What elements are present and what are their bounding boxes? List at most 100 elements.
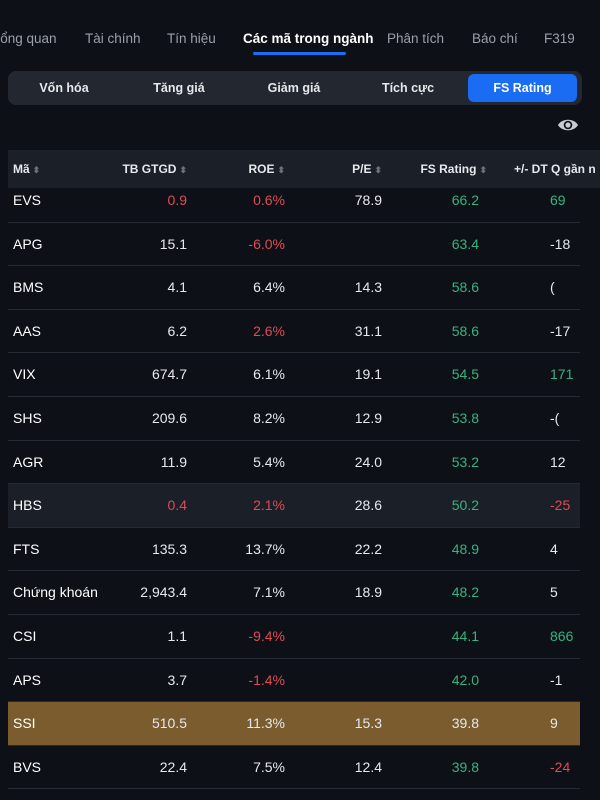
sort-icon: ⬍ [179, 165, 187, 175]
revenue-change-cell: 5 [550, 584, 558, 601]
column-header-avg-value[interactable]: TB GTGD ⬍ [122, 150, 187, 188]
roe-cell: 11.3% [246, 715, 285, 732]
revenue-change-cell: -24 [550, 758, 571, 775]
revenue-change-cell: 866 [550, 628, 574, 644]
table-row[interactable]: AGR 11.9 5.4% 24.0 53.2 12 [8, 441, 580, 485]
fs-rating-cell: 48.9 [451, 540, 479, 557]
table-row[interactable]: EVS 0.9 0.6% 78.9 66.2 69 [8, 188, 580, 223]
fs-rating-cell: 53.2 [451, 453, 479, 470]
top-tab-bar: Tổng quan Tài chính Tín hiệu Các mã tron… [0, 0, 600, 60]
symbol-cell: HBS [13, 497, 42, 514]
segment-price-decrease[interactable]: Giảm giá [267, 81, 321, 95]
column-header-fs-rating[interactable]: FS Rating ⬍ [420, 150, 487, 188]
fs-rating-cell: 39.8 [451, 715, 479, 732]
pe-cell: 12.4 [354, 758, 382, 775]
rank-filter-segment: Vốn hóa Tăng giá Giảm giá Tích cực FS Ra… [8, 71, 582, 105]
column-header-pe[interactable]: P/E ⬍ [352, 150, 382, 188]
table-row[interactable]: VIX 674.7 6.1% 19.1 54.5 171 [8, 353, 580, 397]
symbol-cell: VIX [13, 366, 36, 383]
revenue-change-cell: 4 [550, 540, 558, 557]
table-row[interactable]: BMS 4.1 6.4% 14.3 58.6 ( [8, 266, 580, 310]
fs-rating-cell: 63.4 [451, 235, 479, 252]
tab-analysis[interactable]: Phân tích [387, 31, 445, 46]
segment-fs-rating[interactable]: FS Rating [468, 74, 577, 102]
tab-finance[interactable]: Tài chính [85, 31, 141, 46]
pe-cell: 22.2 [354, 540, 382, 557]
pe-cell: 18.9 [354, 584, 382, 601]
table-row[interactable]: HBS 0.4 2.1% 28.6 50.2 -25 [8, 484, 580, 528]
revenue-change-cell: 12 [550, 453, 566, 470]
table-row-selected[interactable]: SSI 510.5 11.3% 15.3 39.8 9 [8, 702, 580, 746]
avg-value-cell: 0.4 [167, 497, 187, 514]
tab-f319[interactable]: F319 [544, 31, 575, 46]
segment-market-cap[interactable]: Vốn hóa [39, 81, 89, 95]
avg-value-cell: 510.5 [151, 715, 187, 732]
pe-cell: 31.1 [354, 322, 382, 339]
sort-icon: ⬍ [374, 165, 382, 175]
fs-rating-cell: 66.2 [451, 192, 479, 208]
roe-cell: 6.4% [253, 279, 285, 296]
revenue-change-cell: 9 [550, 715, 558, 732]
segment-positive[interactable]: Tích cực [381, 81, 435, 95]
roe-cell: -9.4% [248, 628, 285, 644]
avg-value-cell: 135.3 [151, 540, 187, 557]
revenue-change-cell: -1 [550, 671, 563, 688]
fs-rating-cell: 44.1 [451, 628, 479, 644]
sort-icon: ⬍ [32, 165, 41, 175]
header-label: P/E [352, 162, 372, 176]
revenue-change-cell: ( [550, 279, 555, 296]
fs-rating-cell: 58.6 [451, 279, 479, 296]
header-label: +/- DT Q gần n [514, 162, 596, 176]
avg-value-cell: 209.6 [151, 410, 187, 426]
fs-rating-cell: 42.0 [451, 671, 479, 688]
symbol-cell: CSI [13, 628, 37, 644]
eye-icon[interactable] [557, 116, 579, 134]
avg-value-cell: 15.1 [159, 235, 187, 252]
tab-overview[interactable]: Tổng quan [0, 31, 57, 46]
header-label: Mã [13, 162, 30, 176]
fs-rating-cell: 58.6 [451, 322, 479, 339]
table-row[interactable]: CSI 1.1 -9.4% 44.1 866 [8, 615, 580, 659]
fs-rating-cell: 48.2 [451, 584, 479, 601]
sort-icon: ⬍ [479, 165, 487, 175]
roe-cell: -1.4% [248, 671, 285, 688]
roe-cell: 13.7% [245, 540, 285, 557]
segment-price-increase[interactable]: Tăng giá [153, 81, 205, 95]
fs-rating-cell: 54.5 [451, 366, 479, 383]
symbol-cell: AGR [13, 453, 44, 470]
avg-value-cell: 3.7 [167, 671, 187, 688]
roe-cell: 8.2% [253, 410, 285, 426]
pe-cell: 28.6 [354, 497, 382, 514]
pe-cell: 15.3 [354, 715, 382, 732]
pe-cell: 12.9 [354, 410, 382, 426]
table-row[interactable]: BVS 22.4 7.5% 12.4 39.8 -24 [8, 746, 580, 790]
sort-icon: ⬍ [277, 165, 285, 175]
active-tab-indicator [253, 52, 346, 55]
revenue-change-cell: -( [550, 410, 560, 426]
table-row[interactable]: APS 3.7 -1.4% 42.0 -1 [8, 659, 580, 703]
roe-cell: 5.4% [253, 453, 285, 470]
symbol-cell: APG [13, 235, 43, 252]
table-row[interactable]: AAS 6.2 2.6% 31.1 58.6 -17 [8, 310, 580, 354]
pe-cell: 14.3 [354, 279, 382, 296]
tab-press[interactable]: Báo chí [472, 31, 518, 46]
tab-signals[interactable]: Tín hiệu [167, 31, 216, 46]
symbol-cell: BMS [13, 279, 44, 296]
column-header-revenue-change[interactable]: +/- DT Q gần n [514, 150, 596, 188]
tab-industry-stocks[interactable]: Các mã trong ngành [243, 31, 374, 46]
column-header-roe[interactable]: ROE ⬍ [248, 150, 285, 188]
table-row[interactable]: APG 15.1 -6.0% 63.4 -18 [8, 223, 580, 267]
avg-value-cell: 0.9 [167, 192, 187, 208]
revenue-change-cell: -18 [550, 235, 571, 252]
symbol-cell: SHS [13, 410, 42, 426]
table-row[interactable]: SHS 209.6 8.2% 12.9 53.8 -( [8, 397, 580, 441]
table-row[interactable]: FTS 135.3 13.7% 22.2 48.9 4 [8, 528, 580, 572]
roe-cell: 6.1% [253, 366, 285, 383]
column-header-symbol[interactable]: Mã ⬍ [13, 150, 40, 188]
table-row[interactable]: Chứng khoán 2,943.4 7.1% 18.9 48.2 5 [8, 571, 580, 615]
symbol-cell: APS [13, 671, 42, 688]
avg-value-cell: 22.4 [159, 758, 187, 775]
roe-cell: 0.6% [253, 192, 285, 208]
revenue-change-cell: 69 [550, 192, 566, 208]
revenue-change-cell: -17 [550, 322, 571, 339]
